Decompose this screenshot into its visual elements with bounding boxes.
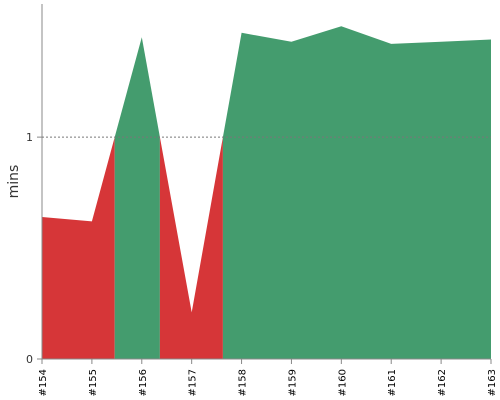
x-tick-label-2: #156 <box>138 369 149 396</box>
x-tick-label-8: #162 <box>437 369 448 396</box>
y-tick-label-1: 1 <box>26 131 33 144</box>
area-below-threshold-0 <box>42 137 115 359</box>
y-axis-ticks: 01 <box>26 131 42 366</box>
area-below-threshold-2 <box>159 137 223 359</box>
x-tick-label-5: #159 <box>287 369 298 396</box>
y-axis-title: mins <box>6 165 22 199</box>
y-tick-label-0: 0 <box>26 353 33 366</box>
x-tick-label-6: #160 <box>337 369 348 396</box>
x-tick-label-4: #158 <box>238 369 249 396</box>
x-axis-ticks: #154 #155 #156 #157 #158 #159 #160 #161 #162 #163 <box>38 359 498 396</box>
x-tick-label-9: #163 <box>487 369 498 396</box>
area-above-threshold-3 <box>222 26 491 359</box>
area-series <box>42 26 491 360</box>
x-tick-label-3: #157 <box>188 369 199 396</box>
area-above-threshold-1 <box>114 37 160 360</box>
x-tick-label-1: #155 <box>88 369 99 396</box>
x-tick-label-7: #161 <box>387 369 398 396</box>
x-tick-label-0: #154 <box>38 369 49 396</box>
